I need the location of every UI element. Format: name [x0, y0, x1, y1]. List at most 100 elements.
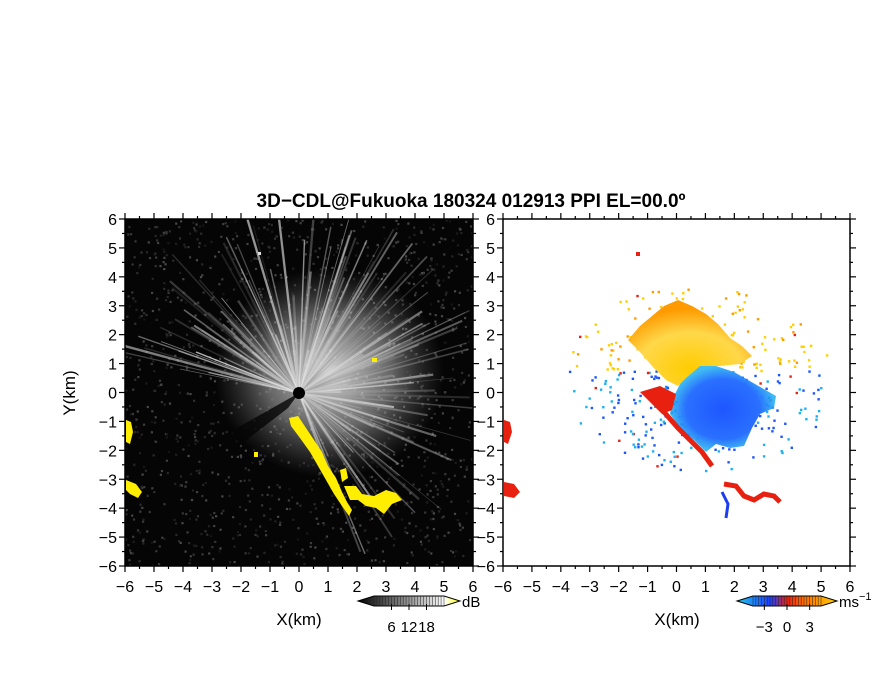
noise-pixel	[160, 383, 163, 386]
noise-pixel	[248, 500, 251, 503]
noise-pixel	[335, 547, 338, 550]
noise-pixel	[410, 501, 413, 504]
noise-pixel	[212, 422, 215, 425]
noise-pixel	[353, 229, 356, 233]
noise-pixel	[401, 464, 404, 467]
noise-pixel	[179, 484, 182, 487]
noise-pixel	[371, 493, 374, 496]
velocity-pixel	[598, 433, 601, 436]
velocity-pixel	[800, 408, 803, 412]
velocity-pixel	[631, 377, 635, 380]
noise-pixel	[205, 394, 208, 397]
velocity-pixel	[575, 365, 579, 368]
noise-pixel	[167, 450, 171, 454]
reflectivity-axis-ticks	[119, 213, 479, 572]
echo-ray	[298, 328, 307, 394]
noise-pixel	[451, 368, 455, 371]
noise-pixel	[323, 523, 326, 526]
noise-pixel	[211, 471, 214, 474]
noise-pixel	[180, 498, 183, 501]
noise-pixel	[138, 359, 141, 362]
echo-ray	[298, 392, 345, 412]
noise-pixel	[153, 421, 157, 424]
noise-pixel	[145, 251, 149, 254]
noise-pixel	[208, 552, 211, 555]
velocity-pixel	[765, 387, 768, 390]
noise-pixel	[347, 262, 350, 265]
noise-pixel	[221, 329, 224, 332]
noise-pixel	[212, 404, 216, 407]
noise-pixel	[451, 417, 454, 420]
noise-pixel	[344, 495, 347, 498]
noise-pixel	[139, 503, 142, 506]
echo-ray	[298, 392, 416, 514]
noise-pixel	[194, 314, 197, 317]
noise-pixel	[137, 266, 141, 269]
noise-pixel	[189, 509, 192, 512]
noise-pixel	[410, 252, 413, 255]
noise-pixel	[432, 243, 435, 246]
noise-pixel	[244, 552, 247, 555]
noise-pixel	[227, 476, 230, 479]
echo-ray	[298, 228, 395, 394]
noise-pixel	[221, 495, 224, 498]
velocity-pixel	[624, 422, 627, 425]
echo-ray	[298, 277, 346, 394]
echo-ray	[298, 353, 364, 394]
noise-pixel	[141, 539, 145, 543]
noise-pixel	[451, 327, 454, 330]
noise-pixel	[413, 233, 416, 236]
noise-pixel	[141, 473, 144, 476]
noise-pixel	[384, 272, 387, 275]
noise-pixel	[465, 512, 468, 515]
velocity-colorbar-unit-base: ms	[839, 594, 859, 611]
x-tick-label: 4	[411, 579, 420, 596]
noise-pixel	[270, 223, 273, 227]
noise-pixel	[249, 547, 252, 550]
noise-pixel	[219, 444, 222, 447]
noise-pixel	[236, 235, 239, 238]
noise-pixel	[180, 484, 183, 487]
chart-title: 3D−CDL@Fukuoka 180324 012913 PPI EL=00.0…	[257, 191, 686, 212]
noise-pixel	[437, 300, 440, 303]
noise-pixel	[276, 484, 279, 487]
noise-pixel	[152, 454, 155, 457]
velocity-pixel	[802, 345, 805, 348]
noise-pixel	[154, 226, 157, 229]
velocity-pixel	[637, 438, 641, 441]
noise-pixel	[154, 234, 157, 238]
noise-pixel	[153, 491, 156, 494]
noise-pixel	[376, 489, 379, 492]
noise-pixel	[295, 552, 298, 555]
x-tick-label: 0	[672, 579, 681, 596]
receding-echo-region	[628, 300, 752, 386]
noise-pixel	[225, 430, 228, 434]
noise-pixel	[238, 506, 242, 509]
noise-pixel	[234, 232, 237, 235]
velocity-pixel	[588, 397, 591, 400]
noise-pixel	[426, 268, 429, 271]
noise-pixel	[268, 250, 272, 253]
noise-pixel	[439, 480, 442, 483]
echo-ray	[298, 392, 442, 510]
noise-pixel	[166, 472, 169, 475]
noise-pixel	[267, 279, 270, 282]
noise-pixel	[139, 510, 142, 513]
reflectivity-y-axis-label: Y(km)	[60, 370, 79, 415]
noise-pixel	[135, 418, 138, 421]
echo-ray	[298, 310, 339, 394]
velocity-pixel	[762, 455, 766, 458]
noise-pixel	[429, 313, 432, 316]
echo-ray	[195, 351, 300, 394]
noise-pixel	[236, 534, 239, 537]
noise-pixel	[151, 291, 154, 294]
noise-pixel	[406, 501, 409, 504]
colorbar-tick-label: 6	[387, 619, 395, 636]
noise-pixel	[459, 228, 462, 231]
echo-ray	[298, 392, 428, 417]
noise-pixel	[171, 321, 174, 324]
noise-pixel	[243, 479, 246, 482]
noise-pixel	[198, 245, 201, 249]
velocity-pixel	[673, 455, 676, 458]
noise-pixel	[182, 278, 185, 281]
